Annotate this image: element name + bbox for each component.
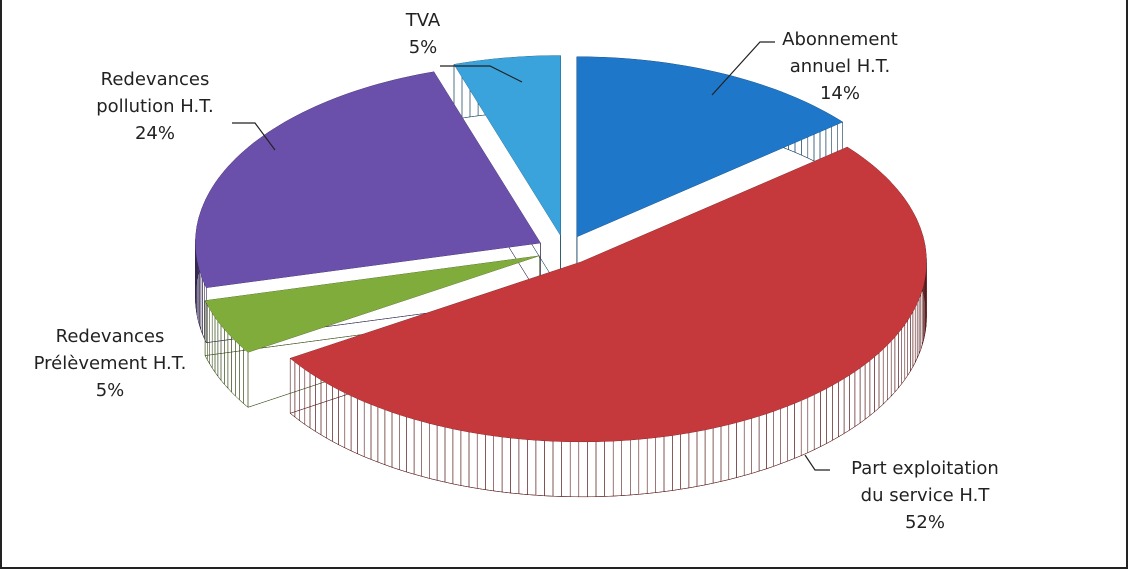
category-label: Redevances Prélèvement H.T. — [33, 326, 187, 374]
leader-line — [232, 122, 276, 151]
leader-lines — [232, 41, 830, 471]
data-label: TVA 5% — [373, 7, 473, 61]
slice — [290, 147, 927, 442]
data-label: Part exploitation du service H.T 52% — [838, 455, 1013, 536]
data-label: Redevances pollution H.T. 24% — [65, 66, 245, 147]
value-label: 14% — [819, 83, 860, 104]
slice — [576, 56, 843, 237]
leader-line — [711, 41, 775, 96]
category-label: Redevances pollution H.T. — [96, 69, 214, 117]
value-label: 24% — [134, 123, 175, 144]
data-label: Abonnement annuel H.T. 14% — [765, 26, 915, 107]
data-label: Redevances Prélèvement H.T. 5% — [20, 323, 200, 404]
slice — [195, 71, 541, 288]
category-label: Abonnement annuel H.T. — [782, 29, 898, 77]
leader-line — [440, 65, 523, 83]
value-label: 5% — [95, 380, 125, 401]
category-label: Part exploitation du service H.T — [851, 458, 999, 506]
slice — [205, 255, 540, 353]
leader-line — [804, 454, 830, 471]
category-label: TVA — [405, 10, 441, 31]
value-label: 5% — [408, 37, 438, 58]
slice-sides — [195, 55, 927, 498]
slice — [454, 55, 561, 236]
value-label: 52% — [904, 512, 945, 533]
